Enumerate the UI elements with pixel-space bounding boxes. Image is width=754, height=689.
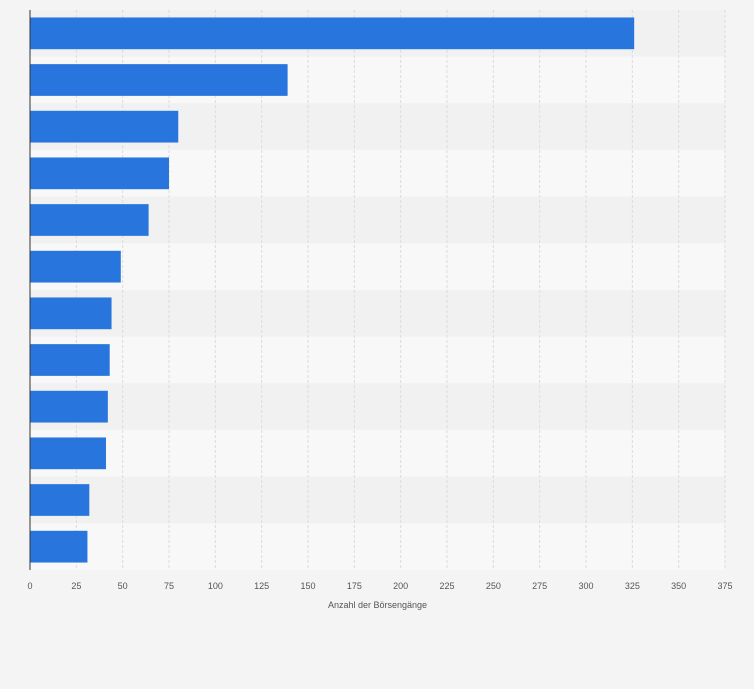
x-tick-label: 350 — [671, 581, 686, 591]
bar — [30, 64, 288, 96]
bar — [30, 297, 112, 330]
x-tick-label: 325 — [625, 581, 640, 591]
row-band — [30, 430, 725, 477]
x-tick-label: 150 — [300, 581, 315, 591]
x-tick-label: 100 — [208, 581, 223, 591]
x-tick-label: 300 — [578, 581, 593, 591]
bar — [30, 110, 179, 143]
row-band — [30, 476, 725, 524]
bars — [30, 17, 635, 563]
row-band — [30, 243, 725, 290]
x-tick-label: 175 — [347, 581, 362, 591]
bar — [30, 157, 169, 190]
row-band — [30, 523, 725, 570]
bar — [30, 344, 110, 376]
x-tick-label: 225 — [439, 581, 454, 591]
bar — [30, 204, 149, 236]
bar — [30, 437, 106, 470]
x-axis-ticks: 0 25 50 75 100 125 150 175 200 225 250 275 300 325 350… — [27, 581, 732, 591]
x-tick-label: 0 — [27, 581, 32, 591]
bar — [30, 530, 88, 563]
bar — [30, 17, 635, 50]
grid-lines — [75, 10, 726, 570]
x-tick-label: 50 — [118, 581, 128, 591]
x-tick-label: 275 — [532, 581, 547, 591]
x-tick-label: 75 — [164, 581, 174, 591]
bar — [30, 250, 121, 283]
row-band — [30, 336, 725, 384]
x-tick-label: 375 — [717, 581, 732, 591]
x-tick-label: 25 — [71, 581, 81, 591]
bar — [30, 390, 108, 423]
row-band — [30, 383, 725, 430]
x-tick-label: 200 — [393, 581, 408, 591]
x-axis-title: Anzahl der Börsengänge — [328, 600, 427, 610]
row-band — [30, 290, 725, 337]
x-tick-label: 125 — [254, 581, 269, 591]
bar — [30, 484, 90, 516]
x-tick-label: 250 — [486, 581, 501, 591]
